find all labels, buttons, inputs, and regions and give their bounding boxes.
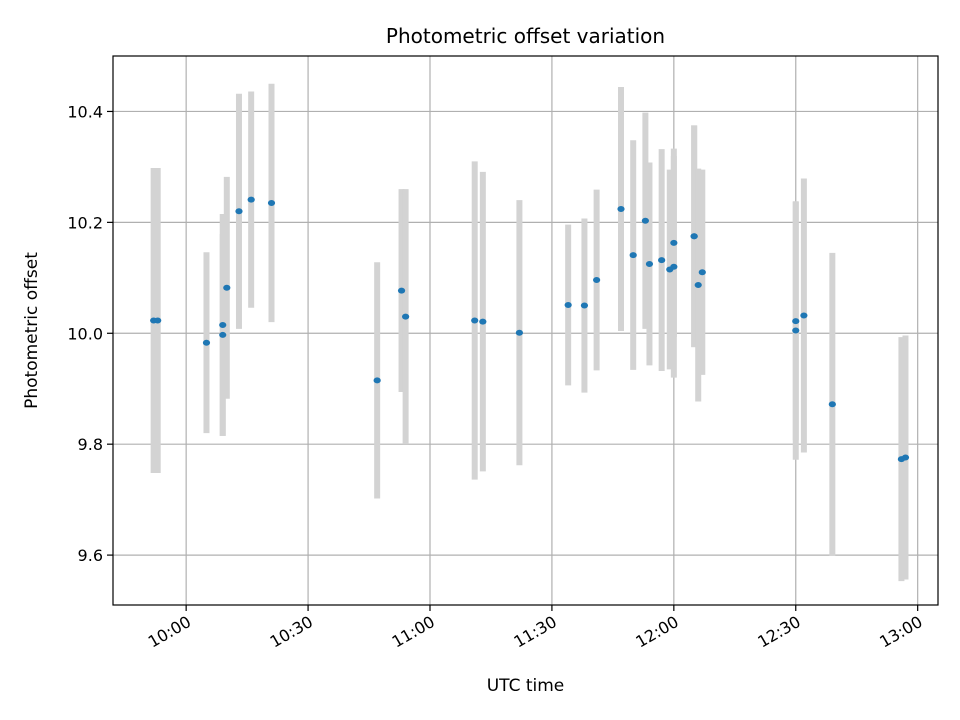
x-tick-label: 12:00 (632, 612, 681, 652)
x-tick-label: 11:30 (510, 612, 559, 652)
data-point (828, 401, 836, 408)
x-tick-label: 12:30 (754, 612, 803, 652)
data-point (202, 339, 211, 346)
data-point (792, 327, 800, 334)
data-point (658, 257, 666, 264)
data-point (247, 196, 255, 203)
data-point (690, 233, 698, 240)
data-point (617, 206, 625, 213)
chart-title: Photometric offset variation (386, 24, 665, 48)
x-tick-label: 13:00 (876, 612, 925, 652)
data-point (223, 284, 231, 291)
data-point (235, 208, 243, 215)
data-point (629, 252, 637, 259)
data-point (593, 277, 601, 284)
data-point (670, 263, 678, 270)
data-point (471, 317, 479, 324)
data-point (580, 302, 589, 309)
y-tick-label: 10.0 (67, 324, 103, 343)
y-axis-label: Photometric offset (22, 252, 42, 409)
error-bars (150, 83, 909, 582)
data-point (397, 287, 406, 294)
plot-frame (112, 55, 939, 606)
data-point (402, 313, 410, 320)
data-point (698, 269, 706, 276)
data-points (150, 196, 910, 463)
data-point (219, 321, 227, 328)
data-point (479, 318, 487, 325)
data-point (267, 199, 276, 206)
data-point (219, 331, 227, 338)
y-tick-label: 10.2 (67, 213, 103, 232)
data-point (564, 301, 572, 308)
data-point (901, 454, 910, 461)
x-tick-label: 11:00 (389, 612, 438, 652)
data-point (515, 329, 524, 336)
data-point (670, 239, 678, 246)
x-tick-label: 10:00 (145, 612, 194, 652)
data-point (800, 312, 808, 319)
y-tick-label: 9.6 (78, 546, 103, 565)
data-point (694, 282, 702, 289)
x-axis-label: UTC time (487, 676, 565, 696)
data-point (373, 377, 381, 384)
y-tick-label: 9.8 (78, 435, 103, 454)
x-tick-label: 10:30 (267, 612, 316, 652)
y-tick-label: 10.4 (67, 102, 103, 121)
data-point (645, 260, 654, 267)
data-point (154, 317, 162, 324)
data-point (641, 217, 649, 224)
data-point (792, 318, 800, 325)
